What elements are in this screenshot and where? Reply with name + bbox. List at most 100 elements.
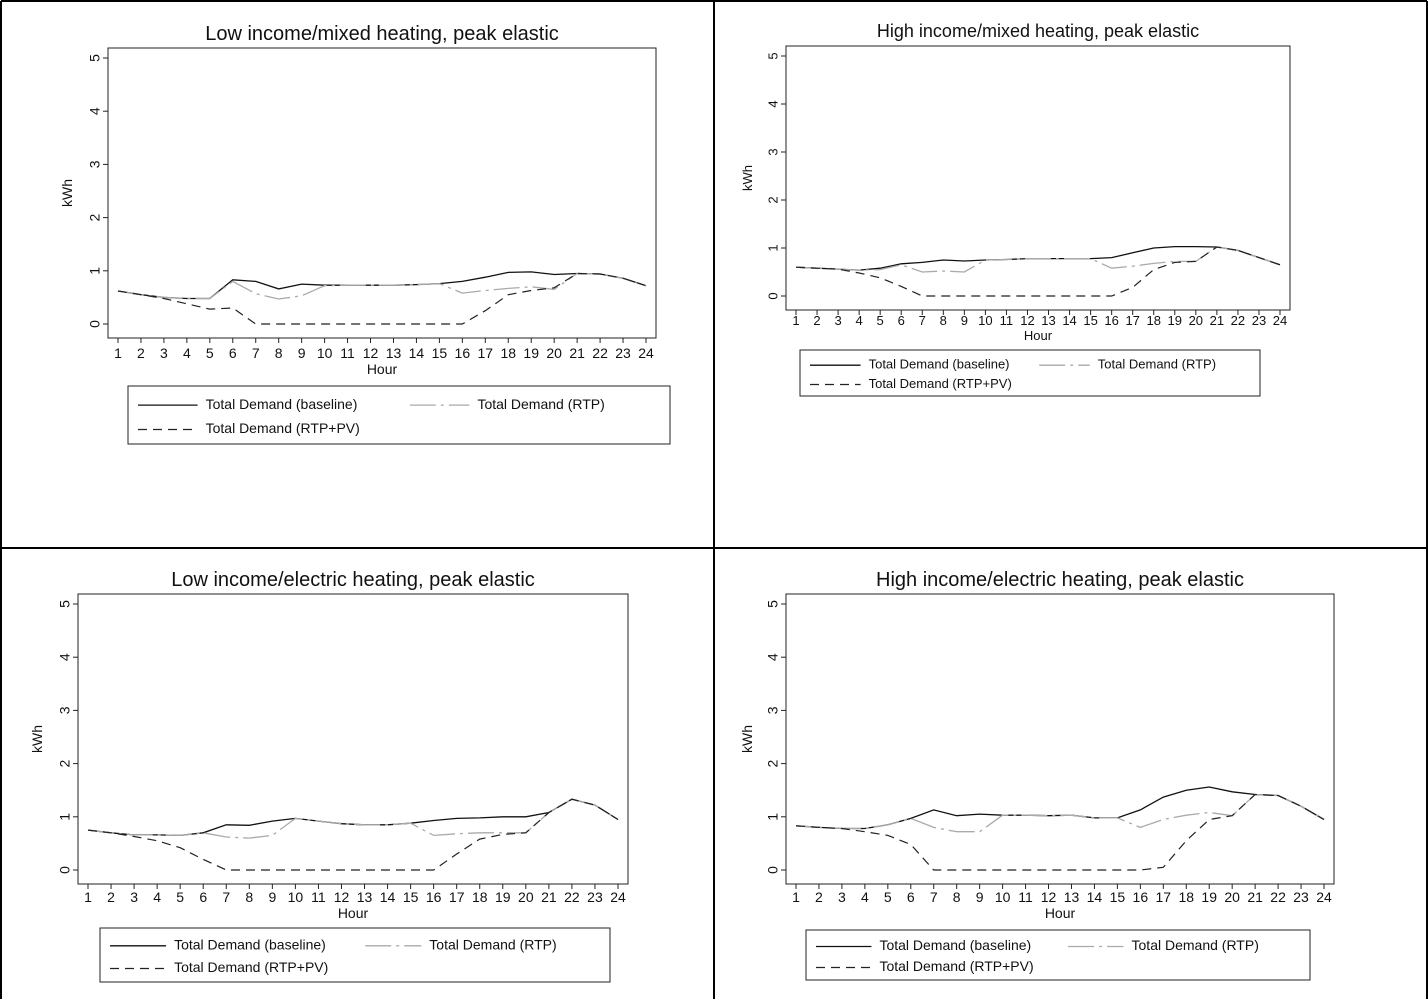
series-line-rtppv <box>795 793 1325 871</box>
x-tick-label: 2 <box>813 313 820 328</box>
x-tick-label: 17 <box>1156 889 1172 905</box>
y-tick-label: 1 <box>57 813 73 821</box>
y-tick-label: 5 <box>765 600 781 608</box>
legend-label-rtp: Total Demand (RTP) <box>429 937 556 953</box>
plot-frame <box>785 593 1335 885</box>
y-tick-label: 5 <box>765 52 780 59</box>
chart-group-0: Low income/mixed heating, peak elastic 0 1… <box>59 23 671 445</box>
x-tick-label: 1 <box>792 889 800 905</box>
x-tick-label: 22 <box>592 345 608 361</box>
x-tick-label: 18 <box>1178 889 1194 905</box>
x-tick-label: 22 <box>1231 313 1245 328</box>
y-tick-label: 3 <box>765 706 781 714</box>
x-tick-label: 3 <box>130 889 138 905</box>
series-line-rtp <box>795 246 1281 273</box>
chart-title: High income/electric heating, peak elast… <box>876 569 1244 591</box>
y-tick-label: 0 <box>765 292 780 299</box>
x-tick-label: 24 <box>610 889 626 905</box>
x-tick-label: 4 <box>856 313 863 328</box>
x-tick-label: 7 <box>222 889 230 905</box>
y-tick-label: 3 <box>87 160 103 168</box>
x-tick-label: 8 <box>940 313 947 328</box>
x-tick-label: 1 <box>792 313 799 328</box>
chart-group-1: High income/mixed heating, peak elastic 0… <box>740 21 1291 397</box>
legend-box <box>99 927 611 983</box>
x-tick-label: 5 <box>877 313 884 328</box>
x-tick-label: 16 <box>426 889 442 905</box>
x-tick-label: 15 <box>1083 313 1097 328</box>
legend-box <box>799 349 1261 397</box>
chart-panel-low-electric <box>0 548 714 1000</box>
x-axis-label: Hour <box>367 361 398 377</box>
legend-box <box>805 929 1311 981</box>
x-tick-label: 17 <box>449 889 465 905</box>
x-tick-label: 9 <box>268 889 276 905</box>
chart-title: Low income/electric heating, peak elasti… <box>171 569 535 591</box>
x-tick-label: 7 <box>252 345 260 361</box>
x-tick-label: 14 <box>409 345 425 361</box>
x-tick-label: 12 <box>363 345 379 361</box>
y-tick-label: 2 <box>57 759 73 767</box>
x-tick-label: 23 <box>1252 313 1266 328</box>
x-tick-label: 5 <box>884 889 892 905</box>
x-tick-label: 16 <box>455 345 471 361</box>
series-line-rtppv <box>87 798 619 871</box>
x-tick-label: 2 <box>107 889 115 905</box>
x-tick-label: 14 <box>380 889 396 905</box>
x-tick-label: 19 <box>523 345 539 361</box>
legend-label-rtppv: Total Demand (RTP+PV) <box>206 420 360 436</box>
y-tick-label: 3 <box>57 706 73 714</box>
x-tick-label: 2 <box>137 345 145 361</box>
x-tick-label: 3 <box>838 889 846 905</box>
x-tick-label: 7 <box>919 313 926 328</box>
x-tick-label: 3 <box>160 345 168 361</box>
series-line-rtp <box>795 793 1325 833</box>
legend-label-baseline: Total Demand (baseline) <box>869 357 1010 372</box>
series-line-rtp <box>87 798 619 839</box>
x-tick-label: 24 <box>638 345 654 361</box>
legend-label-rtp: Total Demand (RTP) <box>1098 357 1216 372</box>
x-tick-label: 24 <box>1273 313 1287 328</box>
x-axis-label: Hour <box>1024 328 1053 343</box>
x-tick-label: 7 <box>930 889 938 905</box>
x-tick-label: 18 <box>1147 313 1161 328</box>
x-tick-label: 10 <box>995 889 1011 905</box>
legend-label-baseline: Total Demand (baseline) <box>206 396 358 412</box>
y-tick-label: 1 <box>87 267 103 275</box>
series-line-rtp <box>117 272 647 300</box>
x-tick-label: 12 <box>1020 313 1034 328</box>
x-tick-label: 11 <box>1000 313 1014 328</box>
x-tick-label: 15 <box>1110 889 1126 905</box>
legend-label-rtppv: Total Demand (RTP+PV) <box>174 959 328 975</box>
x-tick-label: 11 <box>311 889 326 905</box>
x-tick-label: 21 <box>541 889 557 905</box>
x-tick-label: 3 <box>834 313 841 328</box>
x-tick-label: 18 <box>500 345 516 361</box>
chart-group-2: Low income/electric heating, peak elasti… <box>29 569 629 983</box>
x-tick-label: 14 <box>1062 313 1076 328</box>
x-tick-label: 10 <box>317 345 333 361</box>
x-tick-label: 15 <box>403 889 419 905</box>
x-tick-label: 23 <box>1293 889 1309 905</box>
chart-low-income-mixed-heating <box>0 0 714 548</box>
x-tick-label: 11 <box>340 345 355 361</box>
x-tick-label: 9 <box>961 313 968 328</box>
x-tick-label: 9 <box>298 345 306 361</box>
y-axis-label: kWh <box>29 725 45 753</box>
x-tick-label: 19 <box>495 889 511 905</box>
legend-label-rtp: Total Demand (RTP) <box>1132 937 1259 953</box>
y-axis-label: kWh <box>739 725 755 753</box>
legend-label-rtppv: Total Demand (RTP+PV) <box>869 376 1012 391</box>
x-tick-label: 17 <box>478 345 494 361</box>
legend-label-rtppv: Total Demand (RTP+PV) <box>879 958 1033 974</box>
x-tick-label: 23 <box>587 889 603 905</box>
x-tick-label: 8 <box>275 345 283 361</box>
x-tick-label: 22 <box>1270 889 1286 905</box>
x-tick-label: 4 <box>861 889 869 905</box>
plot-frame <box>77 593 629 885</box>
legend-label-rtp: Total Demand (RTP) <box>477 396 604 412</box>
x-tick-label: 18 <box>472 889 488 905</box>
x-tick-label: 8 <box>245 889 253 905</box>
y-tick-label: 4 <box>765 100 780 107</box>
x-tick-label: 6 <box>229 345 237 361</box>
